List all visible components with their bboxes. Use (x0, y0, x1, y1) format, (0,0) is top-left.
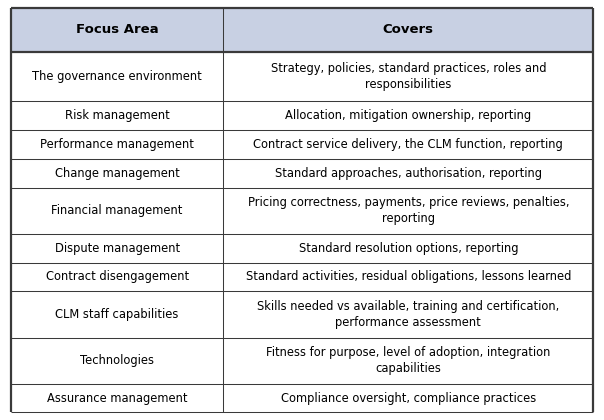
Text: The governance environment: The governance environment (32, 70, 202, 83)
Text: Strategy, policies, standard practices, roles and
responsibilities: Strategy, policies, standard practices, … (271, 62, 546, 92)
Bar (11, 188, 223, 234)
Text: Fitness for purpose, level of adoption, integration
capabilities: Fitness for purpose, level of adoption, … (266, 346, 550, 375)
Text: Assurance management: Assurance management (47, 391, 187, 404)
Bar (223, 8, 593, 52)
Bar (11, 101, 223, 130)
Bar (223, 130, 593, 159)
Text: Technologies: Technologies (80, 354, 154, 367)
Text: Skills needed vs available, training and certification,
performance assessment: Skills needed vs available, training and… (257, 300, 559, 329)
Bar (223, 234, 593, 262)
Bar (11, 159, 223, 188)
Text: Allocation, mitigation ownership, reporting: Allocation, mitigation ownership, report… (285, 109, 532, 122)
Bar (11, 8, 223, 52)
Text: Risk management: Risk management (65, 109, 170, 122)
Text: Standard resolution options, reporting: Standard resolution options, reporting (298, 241, 518, 255)
Bar (11, 130, 223, 159)
Bar (11, 234, 223, 262)
Text: Dispute management: Dispute management (54, 241, 180, 255)
Text: Focus Area: Focus Area (76, 24, 158, 37)
Text: CLM staff capabilities: CLM staff capabilities (56, 308, 179, 321)
Bar (11, 383, 223, 412)
Text: Covers: Covers (383, 24, 434, 37)
Text: Standard activities, residual obligations, lessons learned: Standard activities, residual obligation… (246, 270, 571, 284)
Bar (11, 52, 223, 101)
Text: Performance management: Performance management (40, 138, 194, 151)
Bar (223, 262, 593, 291)
Bar (223, 188, 593, 234)
Text: Contract service delivery, the CLM function, reporting: Contract service delivery, the CLM funct… (254, 138, 563, 151)
Text: Pricing correctness, payments, price reviews, penalties,
reporting: Pricing correctness, payments, price rev… (248, 196, 569, 226)
Text: Financial management: Financial management (51, 204, 183, 217)
Bar (11, 291, 223, 338)
Bar (11, 262, 223, 291)
Text: Change management: Change management (55, 167, 179, 180)
Bar (11, 338, 223, 383)
Text: Contract disengagement: Contract disengagement (45, 270, 188, 284)
Bar (223, 338, 593, 383)
Bar (223, 101, 593, 130)
Text: Compliance oversight, compliance practices: Compliance oversight, compliance practic… (281, 391, 536, 404)
Bar (223, 383, 593, 412)
Bar (223, 291, 593, 338)
Text: Standard approaches, authorisation, reporting: Standard approaches, authorisation, repo… (275, 167, 542, 180)
Bar (223, 52, 593, 101)
Bar (223, 159, 593, 188)
